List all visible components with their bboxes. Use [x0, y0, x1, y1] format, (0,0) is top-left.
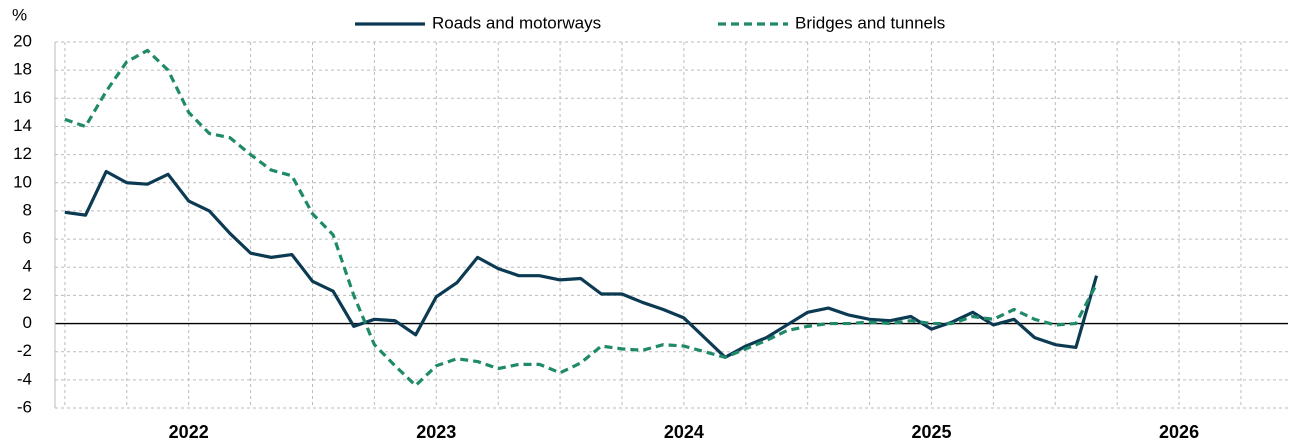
- legend-label: Bridges and tunnels: [795, 13, 945, 32]
- y-tick-label: 2: [23, 285, 32, 304]
- y-axis-label: %: [12, 5, 27, 24]
- x-tick-label: 2024: [664, 422, 704, 442]
- y-tick-label: 14: [13, 116, 32, 135]
- y-tick-label: 8: [23, 200, 32, 219]
- x-tick-label: 2023: [416, 422, 456, 442]
- y-tick-label: 12: [13, 144, 32, 163]
- y-tick-label: 10: [13, 172, 32, 191]
- y-tick-label: 16: [13, 88, 32, 107]
- x-tick-label: 2025: [911, 422, 951, 442]
- y-tick-label: 0: [23, 313, 32, 332]
- y-tick-label: 18: [13, 60, 32, 79]
- y-tick-label: -2: [17, 341, 32, 360]
- series-line: [64, 169, 1099, 359]
- y-tick-label: 20: [13, 31, 32, 50]
- legend-label: Roads and motorways: [432, 13, 601, 32]
- series-line: [64, 48, 1098, 388]
- x-tick-label: 2026: [1159, 422, 1199, 442]
- x-tick-label: 2022: [169, 422, 209, 442]
- y-tick-label: 4: [23, 257, 32, 276]
- y-tick-label: -6: [17, 397, 32, 416]
- y-tick-label: 6: [23, 229, 32, 248]
- y-tick-label: -4: [17, 369, 32, 388]
